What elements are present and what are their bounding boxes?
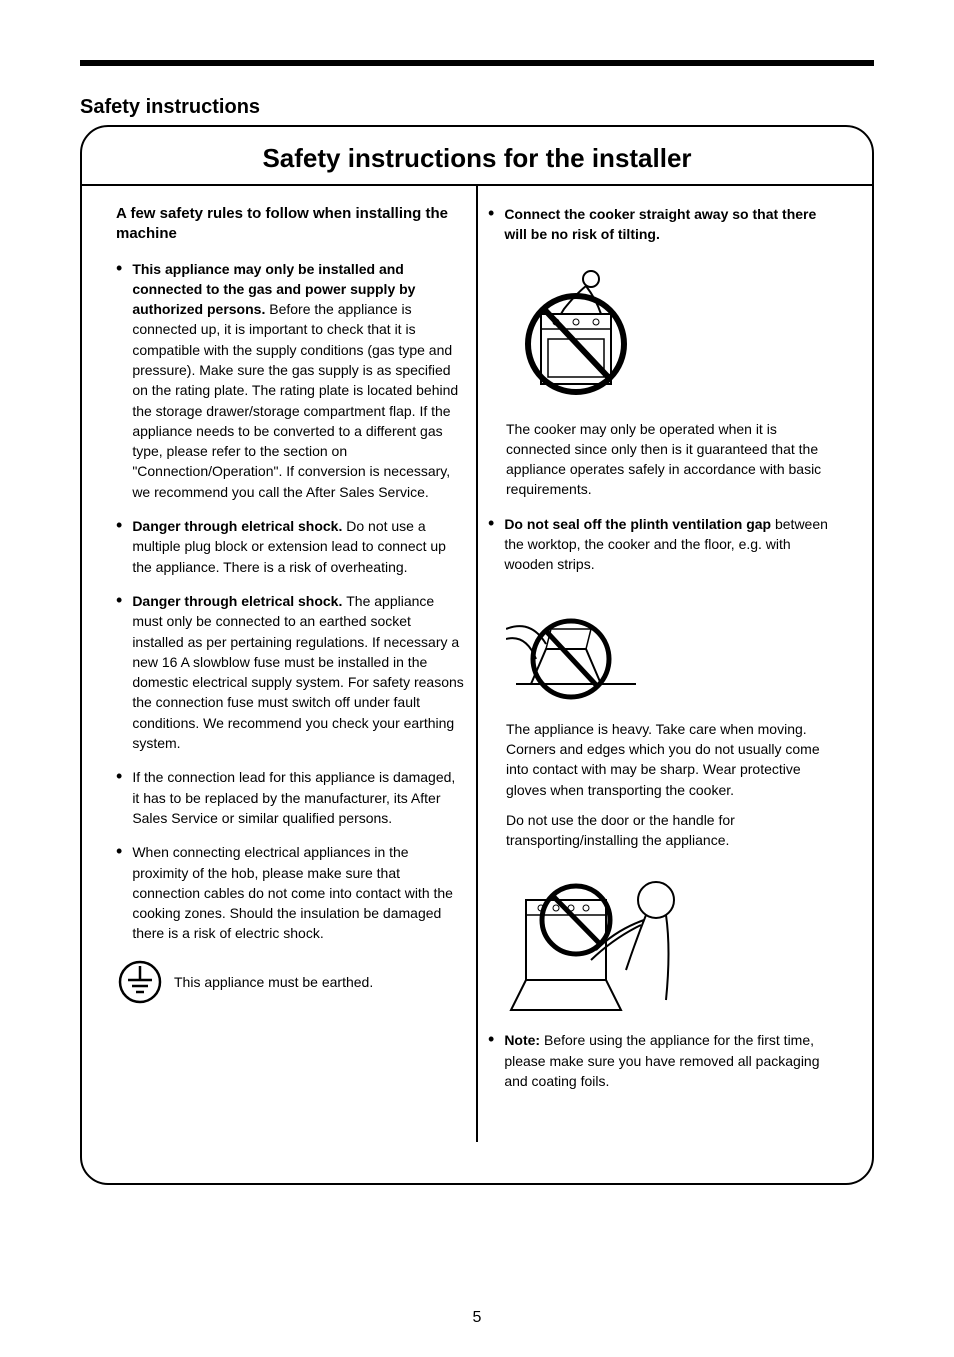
left-item-5-text: When connecting electrical appliances in… bbox=[132, 842, 466, 943]
figure-no-door-carry bbox=[506, 860, 838, 1020]
left-item-3-text: The appliance must only be connected to … bbox=[132, 593, 463, 751]
bullet-icon: • bbox=[116, 591, 122, 753]
left-item-1: • This appliance may only be installed a… bbox=[116, 259, 466, 503]
right-note-text: Before using the appliance for the first… bbox=[504, 1032, 819, 1089]
left-item-4-text: If the connection lead for this applianc… bbox=[132, 767, 466, 828]
panel-title: Safety instructions for the installer bbox=[106, 143, 848, 174]
bullet-icon: • bbox=[488, 1030, 494, 1091]
earth-row: This appliance must be earthed. bbox=[116, 958, 466, 1006]
header-rule bbox=[80, 60, 874, 66]
bullet-icon: • bbox=[116, 259, 122, 503]
left-item-5: • When connecting electrical appliances … bbox=[116, 842, 466, 943]
bullet-icon: • bbox=[488, 514, 494, 575]
right-note-bold: Note: bbox=[504, 1032, 544, 1048]
page: Safety instructions Safety instructions … bbox=[0, 0, 954, 1357]
left-item-3: • Danger through eletrical shock. The ap… bbox=[116, 591, 466, 753]
left-item-1-text: Before the appliance is connected up, it… bbox=[132, 301, 458, 500]
columns: A few safety rules to follow when instal… bbox=[106, 186, 848, 1142]
right-item-note: • Note: Before using the appliance for t… bbox=[488, 1030, 838, 1091]
bullet-icon: • bbox=[488, 204, 494, 245]
bullet-icon: • bbox=[116, 767, 122, 828]
figure-no-seal-plinth bbox=[506, 589, 838, 709]
right-text-after-fig1: The cooker may only be operated when it … bbox=[506, 419, 838, 500]
figure-no-lean bbox=[506, 259, 838, 409]
left-lead: A few safety rules to follow when instal… bbox=[116, 204, 466, 245]
left-item-2-bold: Danger through eletrical shock. bbox=[132, 518, 346, 534]
bullet-icon: • bbox=[116, 842, 122, 943]
earth-icon bbox=[116, 958, 164, 1006]
left-item-4: • If the connection lead for this applia… bbox=[116, 767, 466, 828]
bullet-icon: • bbox=[116, 516, 122, 577]
page-header: Safety instructions bbox=[80, 96, 874, 119]
safety-panel: Safety instructions for the installer A … bbox=[80, 125, 874, 1185]
right-text-3: The appliance is heavy. Take care when m… bbox=[506, 719, 838, 800]
right-item-1: • Connect the cooker straight away so th… bbox=[488, 204, 838, 245]
right-text-4: Do not use the door or the handle for tr… bbox=[506, 810, 838, 851]
right-item-1-bold: Connect the cooker straight away so that… bbox=[504, 206, 816, 242]
earth-note: This appliance must be earthed. bbox=[174, 972, 466, 992]
left-item-2: • Danger through eletrical shock. Do not… bbox=[116, 516, 466, 577]
right-column: • Connect the cooker straight away so th… bbox=[478, 186, 848, 1142]
left-column: A few safety rules to follow when instal… bbox=[106, 186, 476, 1142]
page-number: 5 bbox=[0, 1309, 954, 1327]
right-item-2-bold: Do not seal off the plinth ventilation g… bbox=[504, 516, 775, 532]
left-item-3-bold: Danger through eletrical shock. bbox=[132, 593, 346, 609]
right-item-2: • Do not seal off the plinth ventilation… bbox=[488, 514, 838, 575]
